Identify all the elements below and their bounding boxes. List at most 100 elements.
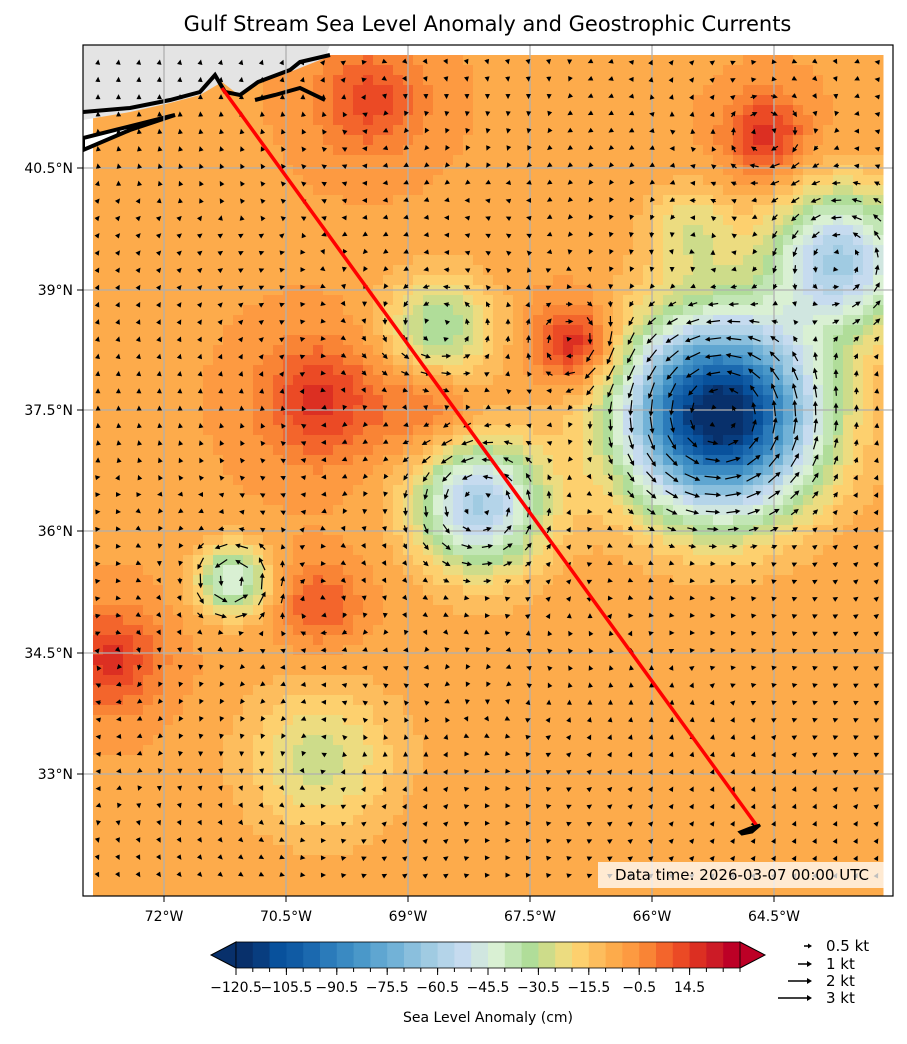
sla-cell	[513, 635, 524, 646]
sla-cell	[513, 735, 524, 746]
sla-cell	[173, 465, 184, 476]
sla-cell	[393, 375, 404, 386]
sla-cell	[613, 155, 624, 166]
sla-cell	[553, 215, 564, 226]
sla-cell	[533, 785, 544, 796]
sla-cell	[643, 395, 654, 406]
sla-cell	[653, 355, 664, 366]
sla-cell	[593, 655, 604, 666]
sla-cell	[593, 475, 604, 486]
sla-cell	[613, 305, 624, 316]
sla-cell	[123, 475, 134, 486]
sla-cell	[563, 75, 574, 86]
sla-cell	[303, 515, 314, 526]
sla-cell	[373, 175, 384, 186]
sla-cell	[663, 315, 674, 326]
sla-cell	[593, 555, 604, 566]
sla-cell	[333, 815, 344, 826]
sla-cell	[413, 885, 424, 896]
sla-cell	[193, 495, 204, 506]
sla-cell	[303, 345, 314, 356]
sla-cell	[433, 645, 444, 656]
sla-cell	[483, 705, 494, 716]
sla-cell	[533, 605, 544, 616]
sla-cell	[183, 515, 194, 526]
sla-cell	[503, 295, 514, 306]
sla-cell	[283, 695, 294, 706]
sla-cell	[193, 435, 204, 446]
sla-cell	[463, 445, 474, 456]
sla-cell	[193, 855, 204, 866]
sla-cell	[663, 245, 674, 256]
sla-cell	[283, 305, 294, 316]
sla-cell	[223, 255, 234, 266]
sla-cell	[363, 375, 374, 386]
sla-cell	[503, 435, 514, 446]
sla-cell	[443, 305, 454, 316]
sla-cell	[483, 505, 494, 516]
sla-cell	[653, 275, 664, 286]
sla-cell	[173, 875, 184, 886]
sla-cell	[253, 755, 264, 766]
sla-cell	[493, 415, 504, 426]
sla-cell	[593, 225, 604, 236]
sla-cell	[553, 145, 564, 156]
sla-cell	[343, 685, 354, 696]
sla-cell	[533, 545, 544, 556]
sla-cell	[513, 95, 524, 106]
sla-cell	[563, 115, 574, 126]
sla-cell	[523, 695, 534, 706]
sla-cell	[443, 495, 454, 506]
sla-cell	[173, 595, 184, 606]
sla-cell	[663, 95, 674, 106]
sla-cell	[483, 445, 494, 456]
sla-cell	[243, 205, 254, 216]
sla-cell	[563, 875, 574, 886]
sla-cell	[613, 805, 624, 816]
sla-cell	[273, 835, 284, 846]
sla-cell	[493, 515, 504, 526]
sla-cell	[143, 415, 154, 426]
sla-cell	[153, 585, 164, 596]
sla-cell	[183, 345, 194, 356]
sla-cell	[283, 675, 294, 686]
sla-cell	[303, 735, 314, 746]
sla-cell	[123, 245, 134, 256]
sla-cell	[393, 55, 404, 66]
sla-cell	[673, 565, 684, 576]
sla-cell	[313, 505, 324, 516]
sla-cell	[383, 275, 394, 286]
sla-cell	[463, 205, 474, 216]
sla-cell	[413, 145, 424, 156]
sla-cell	[603, 485, 614, 496]
sla-cell	[433, 825, 444, 836]
sla-cell	[253, 255, 264, 266]
sla-cell	[553, 385, 564, 396]
sla-cell	[553, 115, 564, 126]
sla-cell	[423, 655, 434, 666]
sla-cell	[273, 565, 284, 576]
sla-cell	[363, 455, 374, 466]
sla-cell	[363, 805, 374, 816]
sla-cell	[513, 565, 524, 576]
sla-cell	[143, 475, 154, 486]
sla-cell	[573, 175, 584, 186]
sla-cell	[463, 115, 474, 126]
sla-cell	[493, 145, 504, 156]
sla-cell	[343, 815, 354, 826]
sla-cell	[453, 425, 464, 436]
sla-cell	[553, 315, 564, 326]
sla-cell	[353, 645, 364, 656]
sla-cell	[183, 755, 194, 766]
sla-cell	[533, 165, 544, 176]
sla-cell	[293, 605, 304, 616]
sla-cell	[683, 295, 694, 306]
sla-cell	[413, 225, 424, 236]
sla-cell	[163, 215, 174, 226]
sla-cell	[623, 885, 634, 896]
sla-cell	[203, 445, 214, 456]
sla-cell	[123, 745, 134, 756]
sla-cell	[213, 145, 224, 156]
sla-cell	[673, 585, 684, 596]
sla-cell	[233, 265, 244, 276]
